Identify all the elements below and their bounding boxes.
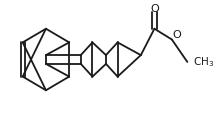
Text: O: O <box>150 4 159 14</box>
Text: CH$_3$: CH$_3$ <box>193 55 214 69</box>
Text: O: O <box>172 30 181 40</box>
